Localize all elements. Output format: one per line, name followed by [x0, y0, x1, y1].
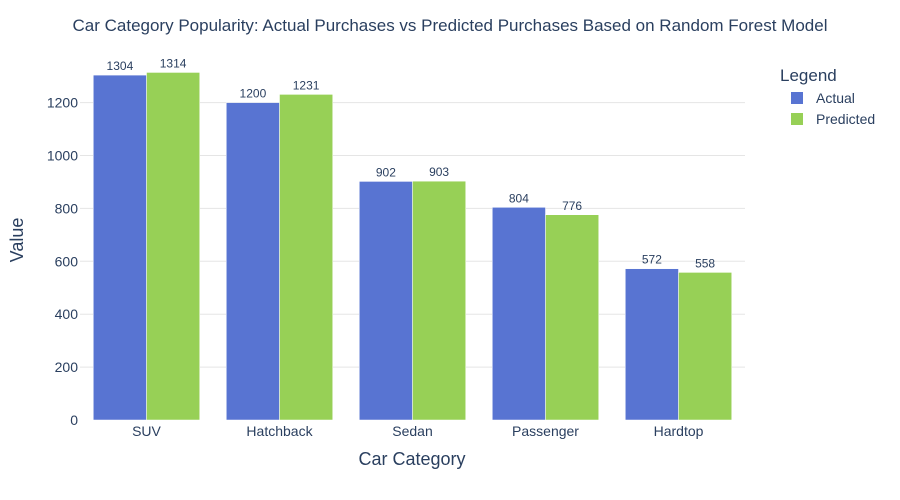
bars	[93, 72, 732, 421]
bar-value-label: 572	[642, 253, 662, 267]
x-tick-label: Passenger	[512, 423, 579, 439]
y-tick-label: 200	[55, 359, 79, 375]
x-tick-label: SUV	[132, 423, 161, 439]
bar-value-label: 804	[509, 191, 529, 205]
legend-item-actual: Actual	[816, 90, 855, 106]
y-tick-label: 1000	[47, 148, 78, 164]
y-tick-label: 1200	[47, 95, 78, 111]
legend-title: Legend	[780, 66, 837, 85]
x-axis-ticks: SUV Hatchback Sedan Passenger Hardtop	[132, 423, 704, 439]
legend-swatch-predicted	[791, 113, 803, 125]
bar-predicted-hardtop	[678, 272, 732, 421]
bar-value-label: 1304	[107, 59, 134, 73]
bar-actual-passenger	[492, 207, 546, 421]
bar-value-label: 558	[695, 256, 715, 270]
y-tick-label: 400	[55, 306, 79, 322]
bar-predicted-sedan	[412, 180, 466, 421]
bar-value-label: 902	[376, 165, 396, 179]
bar-actual-hatchback	[226, 102, 280, 421]
bar-actual-hardtop	[625, 268, 679, 421]
x-tick-label: Hardtop	[654, 423, 704, 439]
bar-value-labels: 1304 1314 1200 1231 902 903 804 776 572 558	[107, 56, 716, 270]
bar-value-label: 1314	[160, 56, 187, 70]
bar-actual-suv	[93, 74, 147, 421]
y-tick-label: 0	[70, 412, 78, 428]
bar-predicted-suv	[146, 72, 200, 421]
bar-value-label: 903	[429, 165, 449, 179]
y-axis-ticks: 0 200 400 600 800 1000 1200	[47, 95, 78, 428]
x-tick-label: Sedan	[392, 423, 432, 439]
legend-swatch-actual	[791, 92, 803, 104]
legend: Legend Actual Predicted	[780, 66, 875, 127]
bar-value-label: 776	[562, 199, 582, 213]
bar-value-label: 1200	[240, 87, 267, 101]
bar-actual-sedan	[359, 181, 413, 421]
chart-title: Car Category Popularity: Actual Purchase…	[73, 16, 828, 35]
legend-item-predicted: Predicted	[816, 111, 875, 127]
x-axis-title: Car Category	[358, 449, 465, 469]
bar-value-label: 1231	[293, 78, 320, 92]
y-axis-title: Value	[7, 218, 27, 263]
bar-predicted-hatchback	[279, 94, 333, 421]
x-tick-label: Hatchback	[246, 423, 313, 439]
bar-predicted-passenger	[545, 214, 599, 421]
y-tick-label: 600	[55, 253, 79, 269]
y-tick-label: 800	[55, 200, 79, 216]
